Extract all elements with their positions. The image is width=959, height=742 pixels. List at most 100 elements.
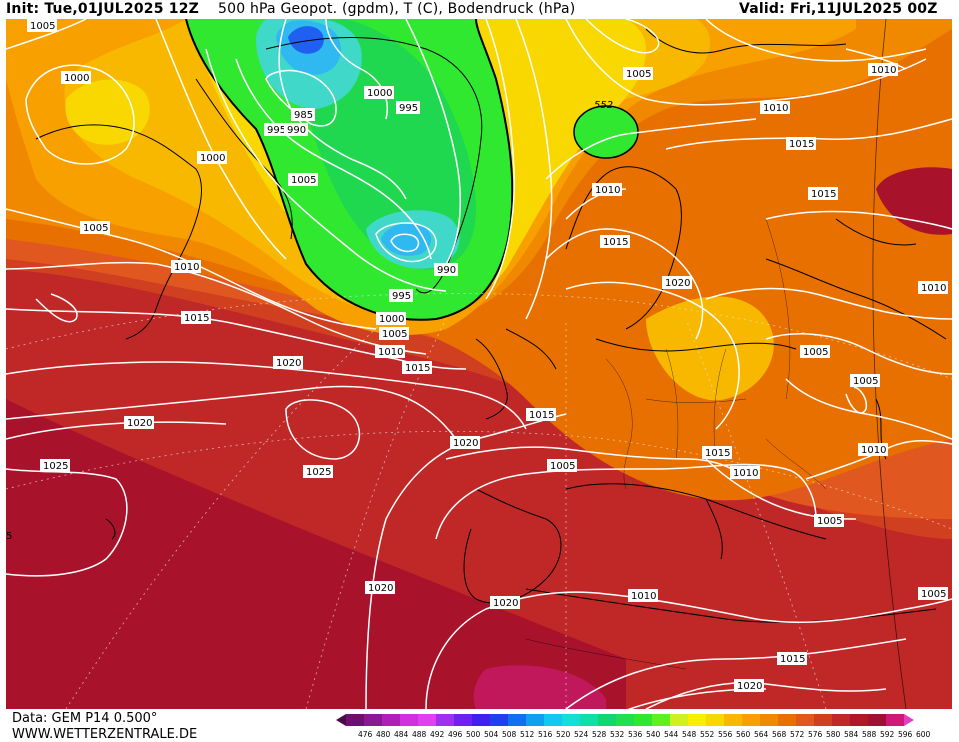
colorbar-tick-label: 576 xyxy=(808,730,823,739)
svg-text:1015: 1015 xyxy=(705,448,730,459)
colorbar-tick-label: 504 xyxy=(484,730,499,739)
colorbar-swatch xyxy=(472,714,491,726)
isobar-label: 1000 xyxy=(364,86,394,99)
isobar-label: 1010 xyxy=(760,101,790,114)
svg-text:1010: 1010 xyxy=(861,445,886,456)
svg-text:1015: 1015 xyxy=(529,410,554,421)
svg-text:1010: 1010 xyxy=(871,65,896,76)
colorbar-swatch xyxy=(436,714,455,726)
isobar-label: 1000 xyxy=(197,151,227,164)
isobar-label: 1005 xyxy=(623,67,653,80)
colorbar-swatch xyxy=(688,714,707,726)
geopotential-552-contour xyxy=(185,19,514,321)
height-label: 552 xyxy=(594,100,613,111)
colorbar-tick-label: 488 xyxy=(412,730,427,739)
isobar-label: 990 xyxy=(284,123,308,136)
svg-text:1020: 1020 xyxy=(737,681,762,692)
colorbar-swatch xyxy=(616,714,635,726)
colorbar-tick-label: 544 xyxy=(664,730,679,739)
svg-text:1020: 1020 xyxy=(127,418,152,429)
svg-text:990: 990 xyxy=(287,125,306,136)
svg-text:1020: 1020 xyxy=(368,583,393,594)
data-source: Data: GEM P14 0.500° xyxy=(12,711,158,726)
svg-text:1010: 1010 xyxy=(378,347,403,358)
colorbar-tick-label: 548 xyxy=(682,730,697,739)
colorbar-tick-label: 480 xyxy=(376,730,391,739)
colorbar-swatch xyxy=(526,714,545,726)
isobar-label: 1020 xyxy=(734,679,764,692)
colorbar-swatch xyxy=(886,714,905,726)
isobar-label: 1005 xyxy=(288,173,318,186)
valid-time: Valid: Fri,11JUL2025 00Z xyxy=(739,1,938,17)
isobar-label: 1010 xyxy=(858,443,888,456)
isobar-label: 995 xyxy=(264,123,288,136)
map-canvas: 1005 1000 1000 1005 1010 1015 1020 1020 … xyxy=(6,19,952,709)
temp-cell-deep-red-east xyxy=(876,167,952,235)
svg-text:995: 995 xyxy=(399,103,418,114)
colorbar-tick-label: 524 xyxy=(574,730,589,739)
svg-text:1020: 1020 xyxy=(276,358,301,369)
colorbar-tick-label: 508 xyxy=(502,730,517,739)
isobar-label: 1020 xyxy=(273,356,303,369)
svg-text:1005: 1005 xyxy=(83,223,108,234)
isobar-label: 990 xyxy=(434,263,458,276)
temp-cell-magenta xyxy=(473,665,606,709)
colorbar-swatch xyxy=(562,714,581,726)
svg-text:1000: 1000 xyxy=(367,88,392,99)
svg-text:1015: 1015 xyxy=(184,313,209,324)
svg-text:1015: 1015 xyxy=(780,654,805,665)
colorbar-tick-label: 540 xyxy=(646,730,661,739)
svg-text:1010: 1010 xyxy=(174,262,199,273)
isobar-label: 1025 xyxy=(303,465,333,478)
svg-text:1005: 1005 xyxy=(291,175,316,186)
colorbar-swatch xyxy=(490,714,509,726)
svg-text:1005: 1005 xyxy=(382,329,407,340)
svg-text:1005: 1005 xyxy=(853,376,878,387)
svg-text:995: 995 xyxy=(267,125,286,136)
colorbar-tick-label: 476 xyxy=(358,730,373,739)
svg-text:1010: 1010 xyxy=(733,468,758,479)
colorbar-swatch xyxy=(418,714,437,726)
isobar-label: 1010 xyxy=(868,63,898,76)
colorbar-swatch xyxy=(850,714,869,726)
weather-map: 1005 1000 1000 1005 1010 1015 1020 1020 … xyxy=(6,19,952,709)
colorbar-tick-label: 496 xyxy=(448,730,463,739)
svg-text:1015: 1015 xyxy=(405,363,430,374)
svg-text:1000: 1000 xyxy=(200,153,225,164)
website-link[interactable]: WWW.WETTERZENTRALE.DE xyxy=(12,727,198,742)
isobar-label: 1015 xyxy=(526,408,556,421)
colorbar-swatch xyxy=(652,714,671,726)
svg-text:1010: 1010 xyxy=(595,185,620,196)
colorbar-swatch xyxy=(706,714,725,726)
colorbar-tick-label: 532 xyxy=(610,730,625,739)
svg-text:1020: 1020 xyxy=(493,598,518,609)
header-bar: Init: Tue,01JUL2025 12Z 500 hPa Geopot. … xyxy=(0,0,959,19)
isobar-label: 1010 xyxy=(171,260,201,273)
colorbar-tick-label: 600 xyxy=(916,730,931,739)
low-core-deep-blue-north xyxy=(288,26,324,54)
isobar-label: 1015 xyxy=(402,361,432,374)
isobar-label: 1005 xyxy=(918,587,948,600)
isobar-label: 1015 xyxy=(808,187,838,200)
colorbar-swatch xyxy=(634,714,653,726)
chart-title: 500 hPa Geopot. (gpdm), T (C), Bodendruc… xyxy=(218,1,576,17)
colorbar-swatch xyxy=(346,714,365,726)
temp-cell-yellow-central xyxy=(646,296,774,401)
svg-text:1025: 1025 xyxy=(306,467,331,478)
height-labels: 552 xyxy=(594,100,613,111)
colorbar-tick-label: 592 xyxy=(880,730,895,739)
svg-text:1010: 1010 xyxy=(921,283,946,294)
svg-text:1005: 1005 xyxy=(30,21,55,32)
isobars xyxy=(6,19,952,709)
isobar-label: 1010 xyxy=(628,589,658,602)
svg-text:1005: 1005 xyxy=(626,69,651,80)
temp-band-deep-red xyxy=(6,399,626,709)
isobar-label: 1005 xyxy=(814,514,844,527)
svg-text:1015: 1015 xyxy=(811,189,836,200)
svg-text:990: 990 xyxy=(437,265,456,276)
isobar-label: 1015 xyxy=(600,235,630,248)
svg-text:1005: 1005 xyxy=(921,589,946,600)
isobar-label: 1015 xyxy=(702,446,732,459)
isobar-label: 1000 xyxy=(376,312,406,325)
colorbar-tick-label: 536 xyxy=(628,730,643,739)
